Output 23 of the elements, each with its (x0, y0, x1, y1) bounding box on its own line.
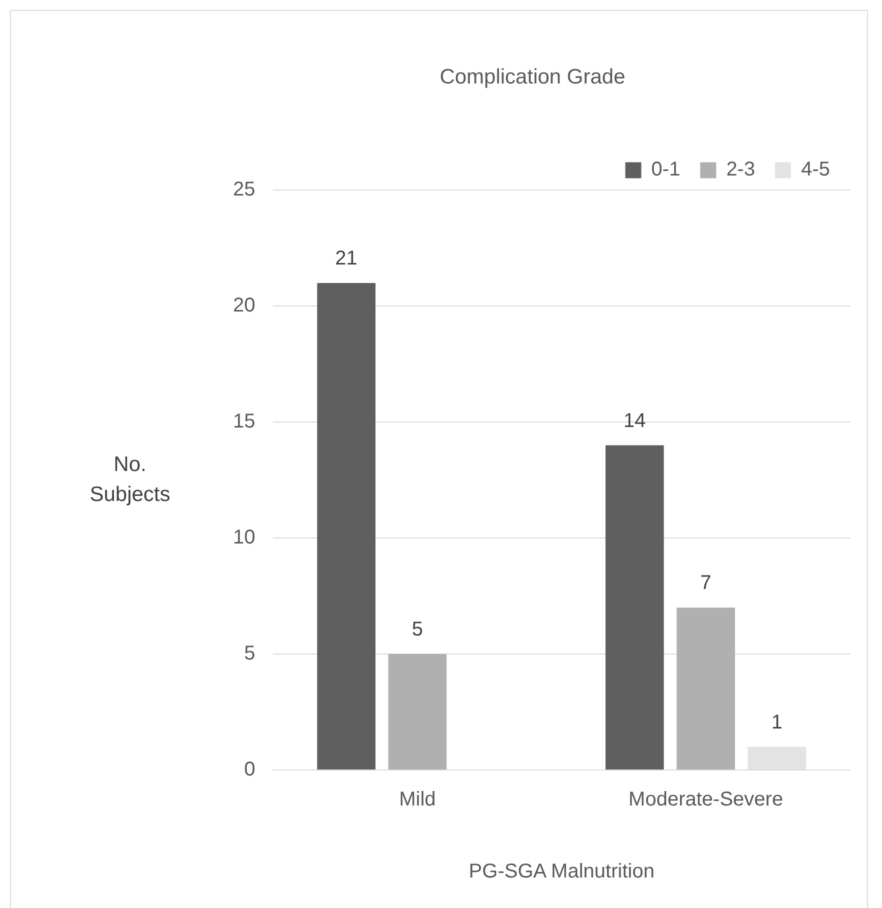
y-tick-label: 25 (232, 178, 256, 201)
y-axis-title: No. Subjects (88, 452, 172, 508)
chart-title: Complication Grade (440, 65, 626, 88)
x-axis-title: PG-SGA Malnutrition (468, 860, 654, 883)
x-tick-label: Mild (399, 788, 436, 811)
data-label: 7 (700, 572, 712, 594)
data-label: 1 (771, 711, 783, 734)
legend-label: 0-1 (651, 158, 680, 181)
bar (676, 608, 735, 770)
y-tick-label: 20 (232, 294, 256, 317)
x-tick-label: Moderate-Severe (628, 788, 784, 811)
bar (317, 282, 376, 770)
data-label: 14 (624, 410, 646, 432)
y-tick-label: 5 (244, 642, 256, 665)
bar (388, 654, 447, 770)
y-tick-label: 15 (232, 410, 256, 433)
y-tick-label: 0 (244, 758, 256, 781)
legend-label: 4-5 (801, 158, 830, 181)
y-tick-label: 10 (232, 526, 256, 549)
bar (606, 445, 664, 770)
legend-label: 2-3 (726, 158, 756, 181)
data-label: 21 (335, 247, 358, 270)
data-label: 5 (412, 618, 423, 641)
